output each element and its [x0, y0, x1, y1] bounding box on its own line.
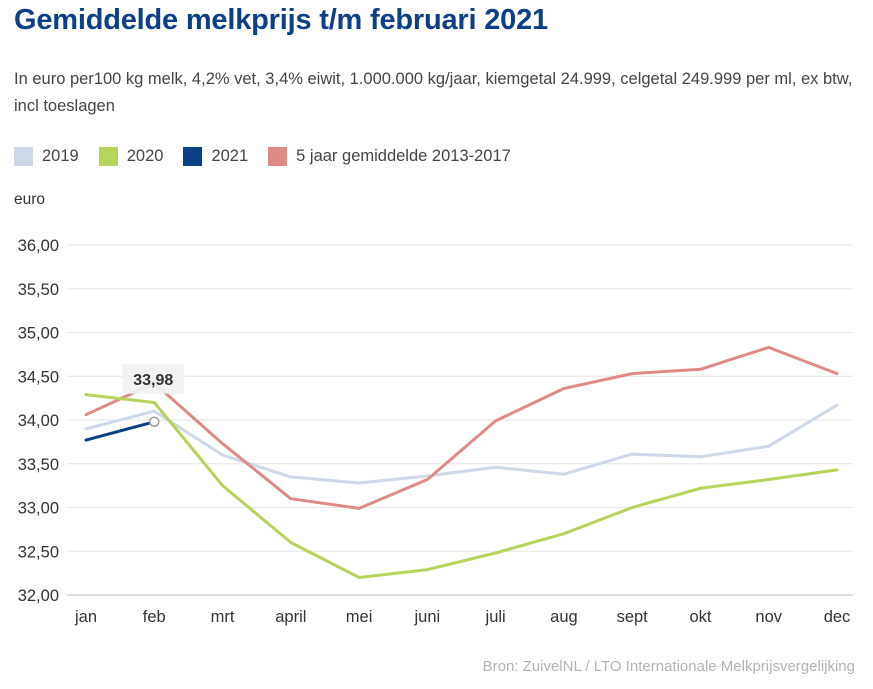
y-tick-label: 34,50 [18, 368, 59, 386]
y-tick-label: 32,50 [18, 543, 59, 561]
legend-label-2019: 2019 [42, 147, 79, 165]
legend-label-2021: 2021 [211, 147, 249, 165]
series-line-2021[interactable] [84, 420, 156, 442]
x-tick-label: april [275, 608, 306, 626]
tooltip-box [122, 363, 185, 394]
x-tick-label: feb [143, 608, 166, 626]
legend-swatch-5-year-average [268, 147, 288, 166]
y-axis-ticks: 32,00 32,50 33,00 33,50 34,00 34,50 35,00 35,50… [18, 237, 59, 605]
legend-item-2021[interactable]: 2021 [183, 147, 248, 166]
y-tick-label: 35,00 [18, 325, 59, 343]
y-tick-label: 34,00 [18, 412, 59, 430]
y-axis-unit-label: euro [14, 191, 45, 208]
x-tick-label: aug [550, 608, 578, 626]
y-tick-label: 32,00 [18, 587, 59, 605]
x-tick-label: nov [755, 608, 782, 626]
legend-label-2020: 2020 [126, 147, 164, 165]
y-tick-label: 33,50 [18, 456, 59, 474]
source-note: Bron: ZuivelNL / LTO Internationale Melk… [482, 658, 855, 675]
x-tick-label: jan [74, 608, 97, 626]
y-tick-label: 35,50 [18, 281, 59, 299]
y-tick-label: 33,00 [18, 500, 59, 518]
x-tick-label: juni [414, 608, 441, 626]
y-tick-label: 36,00 [18, 237, 59, 255]
legend-item-2020[interactable]: 2020 [98, 147, 164, 166]
legend-item-2019[interactable]: 2019 [14, 147, 79, 166]
x-tick-label: juli [485, 608, 506, 626]
chart-title: Gemiddelde melkprijs t/m februari 2021 [14, 4, 548, 36]
legend-swatch-2019 [14, 147, 33, 166]
x-tick-label: sept [617, 608, 649, 626]
x-tick-label: okt [689, 608, 711, 626]
legend-swatch-2021 [183, 147, 203, 166]
x-tick-label: mrt [211, 608, 235, 626]
series-line-5-jaar-gemiddelde-2013-2017[interactable] [84, 345, 839, 510]
chart-subtitle: In euro per100 kg melk, 4,2% vet, 3,4% e… [14, 70, 853, 115]
tooltip-point-marker[interactable] [149, 416, 160, 427]
chart-legend: 2019 2020 2021 5 jaar gemiddelde 2013-20… [14, 147, 531, 166]
series-lines [84, 345, 839, 579]
legend-label-5-year-average: 5 jaar gemiddelde 2013-2017 [296, 147, 511, 165]
x-tick-label: dec [824, 608, 851, 626]
series-line-2019[interactable] [84, 403, 839, 485]
data-tooltip: 33,98 [122, 363, 185, 427]
legend-swatch-2020 [98, 147, 118, 166]
legend-item-5-year-average[interactable]: 5 jaar gemiddelde 2013-2017 [268, 147, 511, 166]
x-axis-ticks: jan feb mrt april mei juni juli aug sept okt nov de… [74, 608, 850, 626]
tooltip-value: 33,98 [133, 372, 173, 389]
grid-lines [67, 244, 853, 596]
series-line-2020[interactable] [84, 393, 839, 579]
x-tick-label: mei [346, 608, 373, 626]
